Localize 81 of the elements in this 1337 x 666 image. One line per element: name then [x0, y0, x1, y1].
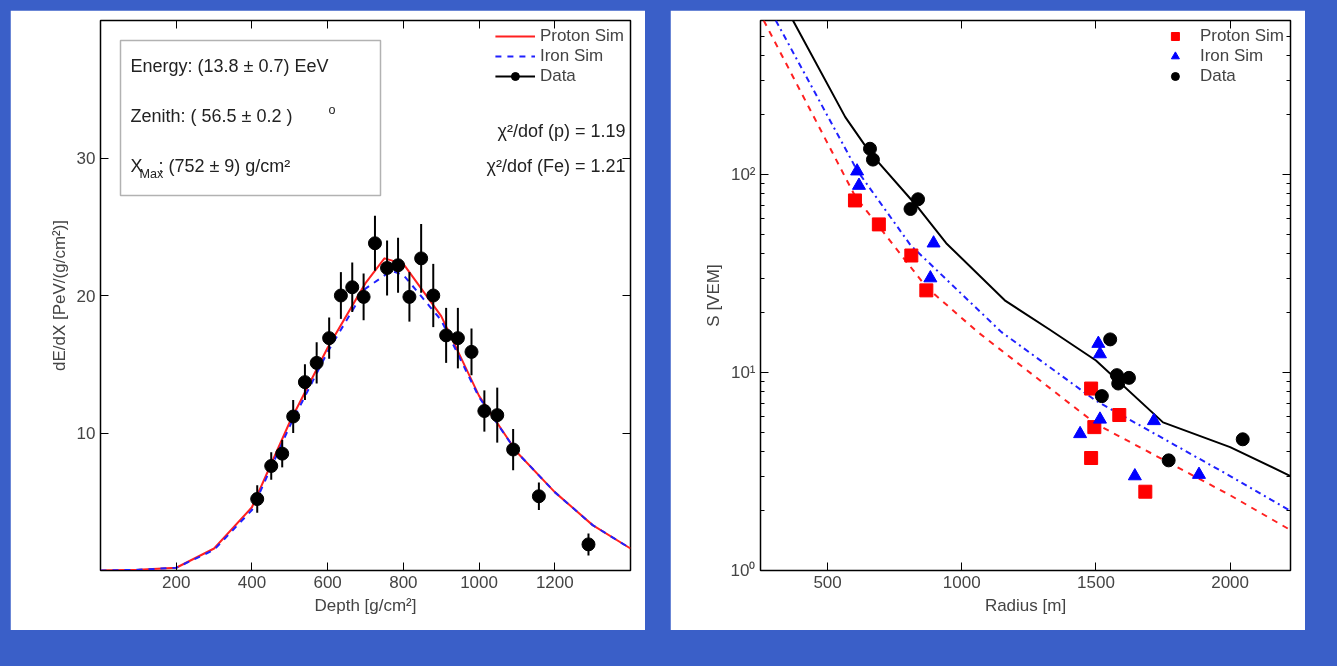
x-tick-label: 200 [162, 572, 191, 592]
y-tick-label: 10⁰ [730, 561, 756, 580]
point [904, 248, 919, 263]
legend-label: Proton Sim [1199, 26, 1284, 46]
point [367, 236, 382, 251]
point [911, 192, 926, 207]
point [923, 270, 938, 283]
point [1138, 484, 1153, 499]
point [1084, 381, 1099, 396]
x-tick-label: 1500 [1077, 572, 1115, 592]
point [1091, 335, 1106, 348]
point [1094, 389, 1109, 404]
point [865, 152, 880, 167]
y-axis-title: S [VEM] [703, 264, 723, 327]
point [1191, 466, 1206, 479]
point [851, 177, 866, 190]
point [903, 202, 918, 216]
legend-label: Data [539, 66, 576, 86]
point [322, 331, 337, 346]
point [264, 459, 279, 473]
point [847, 193, 862, 208]
legend-label: Proton Sim [539, 26, 624, 46]
point [391, 258, 406, 273]
y-tick-label: 10¹ [730, 363, 756, 383]
point [402, 289, 417, 304]
point [490, 408, 505, 423]
point [871, 217, 886, 232]
point [862, 141, 877, 156]
point [439, 328, 454, 343]
legend-label: Data [1199, 66, 1236, 86]
x-tick-label: 1000 [942, 572, 981, 592]
x-tick-label: 500 [813, 572, 842, 592]
point [426, 288, 441, 303]
legend-label: Iron Sim [539, 46, 604, 66]
x-tick-label: 600 [313, 572, 342, 592]
x-tick-label: 400 [237, 572, 267, 592]
point [414, 251, 429, 266]
point [506, 442, 521, 457]
point [919, 283, 934, 298]
x-tick-label: 2000 [1211, 572, 1250, 592]
text: Zenith: ( 56.5 ± 0.2 )o [130, 103, 336, 126]
x-tick-label: 800 [389, 572, 418, 592]
point [333, 288, 348, 303]
legend-label: Iron Sim [1199, 46, 1264, 66]
point [1121, 370, 1136, 385]
point [1103, 332, 1118, 347]
y-tick-label: 10² [730, 165, 756, 185]
x-tick-label: 1200 [535, 572, 574, 592]
point [531, 489, 546, 504]
y-tick-label: 10 [76, 424, 96, 443]
annotation: χ²/dof (Fe) = 1.21 [486, 155, 626, 176]
point [345, 280, 360, 295]
point [356, 289, 371, 304]
point [1073, 425, 1088, 439]
point [297, 375, 312, 390]
point [1146, 412, 1161, 426]
point [581, 537, 596, 552]
y-tick-label: 30 [76, 149, 96, 168]
point [1092, 411, 1107, 424]
point [309, 355, 324, 370]
point [1084, 451, 1099, 466]
point [1235, 432, 1250, 447]
x-axis-title: Radius [m] [984, 595, 1067, 615]
point [477, 404, 492, 418]
y-axis-title: dE/dX [PeV/(g/cm²)] [49, 219, 69, 372]
point [450, 331, 465, 346]
x-tick-label: 1000 [460, 572, 498, 592]
annotation: Energy: (13.8 ± 0.7) EeV [130, 55, 329, 76]
point [286, 409, 301, 424]
point [850, 163, 865, 176]
point [1112, 408, 1127, 423]
point [275, 446, 290, 461]
annotation: χ²/dof (p) = 1.19 [497, 120, 626, 141]
point [1161, 453, 1176, 468]
x-axis-title: Depth [g/cm²] [314, 595, 417, 615]
point [464, 344, 479, 359]
y-tick-label: 20 [76, 286, 96, 306]
point [1092, 346, 1107, 359]
point [250, 492, 265, 506]
point [926, 235, 941, 248]
point [1127, 468, 1142, 481]
